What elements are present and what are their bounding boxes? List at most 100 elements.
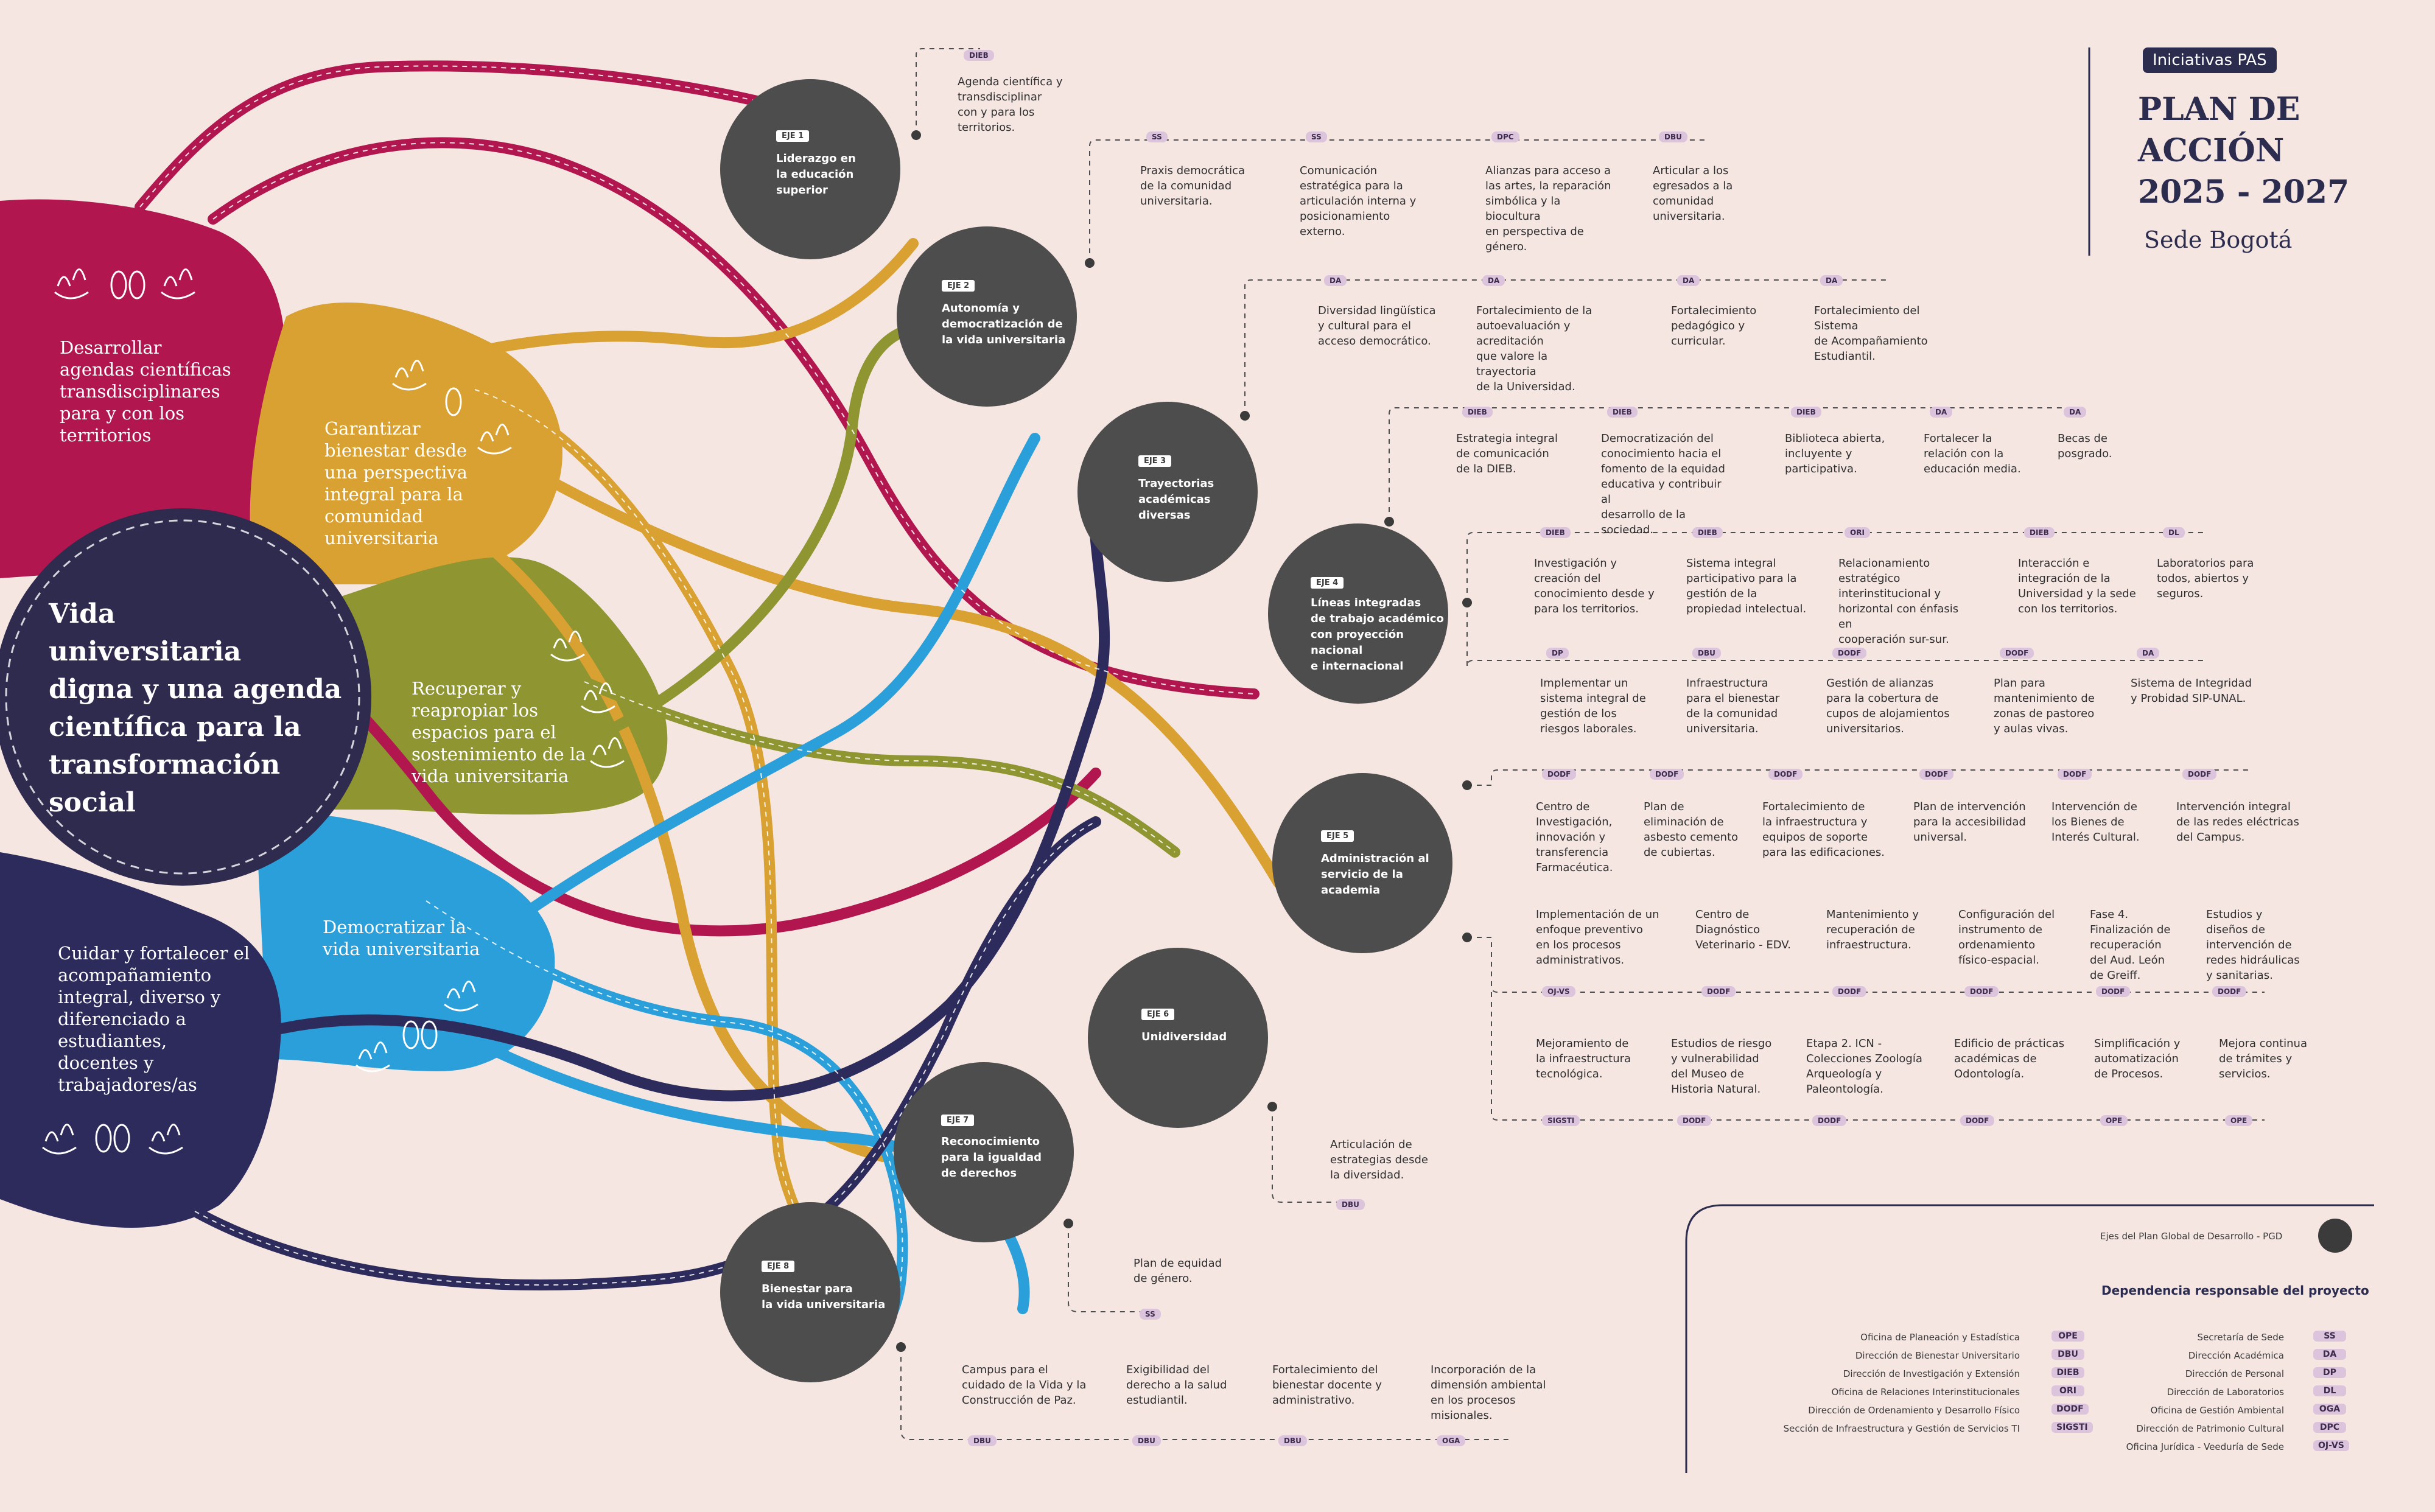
legend-dependency-code: DBU bbox=[2051, 1349, 2084, 1360]
center-circle bbox=[0, 508, 371, 886]
initiative-line: administrativo. bbox=[1272, 1394, 1355, 1407]
center-line: transformación bbox=[49, 749, 281, 780]
dependency-tag: SIGSTI bbox=[1542, 1115, 1580, 1126]
initiative-line: y sanitarias. bbox=[2206, 969, 2273, 982]
initiative-line: universitaria. bbox=[1140, 195, 1213, 208]
initiative-line: educativa y contribuir al bbox=[1601, 478, 1722, 506]
initiative-line: Agenda científica y transdisciplinar bbox=[958, 75, 1063, 103]
initiative-item: Comunicación estratégica para la articulac… bbox=[1300, 163, 1428, 239]
initiative-line: dimensión ambiental bbox=[1431, 1379, 1546, 1391]
initiative-line: Fortalecimiento de la bbox=[1476, 304, 1592, 317]
petal-line: integral para la bbox=[324, 484, 463, 505]
initiative-line: ordenamiento bbox=[1958, 939, 2036, 951]
initiative-line: Fortalecimiento del bbox=[1272, 1363, 1378, 1376]
eje-label: EJE 6 bbox=[1141, 1009, 1175, 1020]
dependency-tag: DODF bbox=[2058, 769, 2092, 780]
eje-label: EJE 3 bbox=[1138, 455, 1172, 467]
initiative-line: incluyente y bbox=[1785, 447, 1852, 460]
initiative-line: Alianzas para acceso a bbox=[1485, 164, 1611, 177]
initiative-line: creación del bbox=[1534, 572, 1601, 585]
initiative-line: los Bienes de bbox=[2051, 816, 2125, 828]
hand-icon bbox=[581, 682, 615, 713]
initiative-line: posicionamiento bbox=[1300, 210, 1390, 223]
legend-dependency-name: Dirección de Laboratorios bbox=[2167, 1387, 2284, 1398]
initiative-line: Diagnóstico bbox=[1695, 923, 1761, 936]
initiative-line: Estudios de riesgo bbox=[1671, 1037, 1772, 1050]
eje-title-line: de derechos bbox=[941, 1167, 1017, 1180]
initiative-line: transferencia bbox=[1536, 846, 1609, 859]
dependency-tag: OPE bbox=[2100, 1115, 2128, 1126]
petal-line: integral, diverso y bbox=[58, 987, 221, 1007]
dependency-tag: DA bbox=[1482, 275, 1505, 286]
initiative-line: autoevaluación y acreditación bbox=[1476, 320, 1571, 348]
initiative-line: diseños de bbox=[2206, 923, 2265, 936]
initiative-line: del Aud. León bbox=[2090, 954, 2165, 967]
initiative-item: Implementar un sistema integral de gestión… bbox=[1540, 676, 1668, 737]
initiative-item: Mejora continua de trámites y servicios. bbox=[2219, 1036, 2347, 1082]
initiative-line: Odontología. bbox=[1954, 1068, 2025, 1080]
initiative-item: Praxis democrática de la comunidad univers… bbox=[1140, 163, 1268, 209]
eje-title-line: Bienestar para bbox=[762, 1283, 853, 1295]
initiative-line: redes hidráulicas bbox=[2206, 954, 2300, 967]
initiative-line: Plan de equidad bbox=[1133, 1257, 1222, 1270]
dependency-tag: DIEB bbox=[1791, 407, 1821, 418]
eje-title-line: Liderazgo en bbox=[776, 152, 856, 165]
initiative-item: Sistema integral participativo para la ges… bbox=[1686, 556, 1814, 617]
initiative-line: con los territorios. bbox=[2018, 603, 2118, 615]
eje-title-line: Administración al bbox=[1321, 852, 1429, 865]
center-line: social bbox=[49, 787, 136, 818]
initiative-item: Plan de equidad de género. bbox=[1133, 1256, 1261, 1286]
initiative-line: Plan de bbox=[1644, 800, 1684, 813]
initiative-line: de Acompañamiento bbox=[1814, 335, 1928, 348]
initiative-item: Fase 4. Finalización de recuperación del Au… bbox=[2090, 907, 2218, 983]
dependency-tag: DL bbox=[2163, 527, 2185, 538]
initiative-line: con y para los territorios. bbox=[958, 106, 1035, 134]
dependency-tag: DODF bbox=[1542, 769, 1577, 780]
eje-title-line: academia bbox=[1321, 884, 1381, 897]
connector-lines bbox=[900, 48, 2265, 1440]
dependency-tag: ORI bbox=[1845, 527, 1870, 538]
legend-dependency-code: ORI bbox=[2051, 1385, 2084, 1396]
hand-icon bbox=[550, 631, 585, 662]
initiative-item: Estudios de riesgo y vulnerabilidad del Mu… bbox=[1671, 1036, 1799, 1097]
dependency-tag: DIEB bbox=[1462, 407, 1493, 418]
petal-text-navy: Cuidar y fortalecer el acompañamiento in… bbox=[58, 942, 250, 1096]
eje-node-3: EJE 3 Trayectorias académicas diversas bbox=[1077, 402, 1258, 582]
eje-node-2: EJE 2 Autonomía y democratización de la … bbox=[897, 226, 1077, 407]
initiative-line: Fortalecimiento de bbox=[1762, 800, 1865, 813]
petal-icons bbox=[42, 268, 625, 1155]
initiative-item: Interacción e integración de la Universida… bbox=[2018, 556, 2146, 617]
initiative-line: de la Universidad. bbox=[1476, 380, 1575, 393]
initiative-line: Intervención de bbox=[2051, 800, 2137, 813]
eje-label: EJE 4 bbox=[1311, 577, 1344, 589]
hand-icon bbox=[392, 360, 427, 391]
legend-ejes-caption: Ejes del Plan Global de Desarrollo - PGD bbox=[2100, 1231, 2283, 1242]
initiative-line: gestión de la bbox=[1686, 587, 1757, 600]
eje-title-line: Unidiversidad bbox=[1141, 1031, 1227, 1043]
center-line: universitaria bbox=[49, 636, 242, 667]
initiative-item: Centro de Diagnóstico Veterinario - EDV. bbox=[1695, 907, 1823, 953]
initiative-item: Fortalecimiento de la infraestructura y eq… bbox=[1762, 799, 1890, 860]
initiative-line: Becas de bbox=[2058, 432, 2107, 445]
foot-icon bbox=[128, 270, 145, 299]
legend-dependency-name: Secretaría de Sede bbox=[2197, 1332, 2284, 1343]
legend-dependency-code: DP bbox=[2313, 1367, 2346, 1378]
eje-title-line: servicio de la bbox=[1321, 868, 1403, 881]
dependency-tag: DIEB bbox=[1692, 527, 1723, 538]
petal-line: sostenimiento de la bbox=[412, 744, 586, 765]
initiative-item: Becas de posgrado. bbox=[2058, 431, 2185, 461]
initiative-line: Centro de bbox=[1695, 908, 1750, 921]
initiative-item: Fortalecimiento de la autoevaluación y ac… bbox=[1476, 303, 1604, 394]
dependency-tag: DODF bbox=[1701, 986, 1736, 997]
initiative-line: servicios. bbox=[2219, 1068, 2271, 1080]
initiative-line: externo. bbox=[1300, 225, 1345, 238]
petal-line: territorios bbox=[60, 425, 152, 446]
initiative-line: acceso democrático. bbox=[1318, 335, 1431, 348]
petal-line: reapropiar los bbox=[412, 700, 539, 721]
petal-line: trabajadores/as bbox=[58, 1074, 197, 1095]
petal-line: docentes y bbox=[58, 1052, 154, 1073]
initiative-line: para la cobertura de bbox=[1826, 692, 1939, 705]
foot-icon bbox=[110, 270, 127, 299]
initiative-line: y vulnerabilidad bbox=[1671, 1052, 1759, 1065]
eje-title-line: e internacional bbox=[1311, 660, 1404, 673]
